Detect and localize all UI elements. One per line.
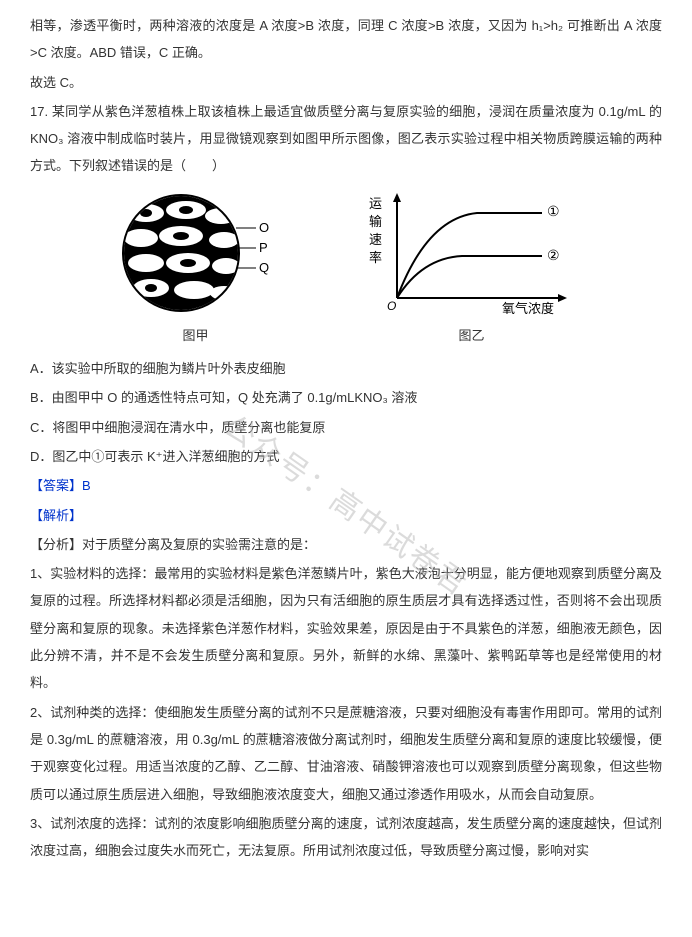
- analysis-3: 3、试剂浓度的选择：试剂的浓度影响细胞质壁分离的速度，试剂浓度越高，发生质壁分离…: [30, 810, 662, 865]
- answer-line: 【答案】B: [30, 472, 662, 499]
- option-b: B．由图甲中 O 的通透性特点可知，Q 处充满了 0.1g/mLKNO₃ 溶液: [30, 384, 662, 411]
- option-c: C．将图甲中细胞浸润在清水中，质壁分离也能复原: [30, 414, 662, 441]
- figure-b: 运 输 速 率 O 氧气浓度 ① ② 图乙: [367, 188, 577, 349]
- answer-value: B: [82, 478, 91, 493]
- x-axis-label: 氧气浓度: [502, 301, 554, 316]
- question-stem: 17. 某同学从紫色洋葱植株上取该植株上最适宜做质壁分离与复原实验的细胞，浸润在…: [30, 98, 662, 180]
- origin-label: O: [387, 299, 396, 313]
- curve-2: [397, 256, 542, 298]
- paragraph: 相等，渗透平衡时，两种溶液的浓度是 A 浓度>B 浓度，同理 C 浓度>B 浓度…: [30, 12, 662, 67]
- label-q: Q: [259, 260, 269, 275]
- label-o: O: [259, 220, 269, 235]
- y-axis-label: 运: [369, 196, 382, 211]
- analysis-2: 2、试剂种类的选择：使细胞发生质壁分离的试剂不只是蔗糖溶液，只要对细胞没有毒害作…: [30, 699, 662, 808]
- option-d: D．图乙中①可表示 K⁺进入洋葱细胞的方式: [30, 443, 662, 470]
- figure-a: O P Q 图甲: [116, 188, 276, 349]
- figure-row: O P Q 图甲 运 输 速 率 O 氧气浓度 ① ② 图乙: [70, 188, 622, 349]
- svg-text:率: 率: [369, 250, 382, 265]
- option-a: A．该实验中所取的细胞为鳞片叶外表皮细胞: [30, 355, 662, 382]
- figure-b-caption: 图乙: [458, 322, 484, 349]
- answer-label: 【答案】: [30, 478, 82, 493]
- figure-a-caption: 图甲: [182, 322, 208, 349]
- analysis-intro: 【分析】对于质壁分离及复原的实验需注意的是：: [30, 531, 662, 558]
- figure-b-svg: 运 输 速 率 O 氧气浓度 ① ②: [367, 188, 577, 318]
- curve-1-label: ①: [547, 203, 560, 219]
- figure-a-svg: O P Q: [116, 188, 276, 318]
- paragraph: 故选 C。: [30, 69, 662, 96]
- curve-2-label: ②: [547, 247, 560, 263]
- label-p: P: [259, 240, 268, 255]
- analysis-1: 1、实验材料的选择：最常用的实验材料是紫色洋葱鳞片叶，紫色大液泡十分明显，能方便…: [30, 560, 662, 696]
- svg-text:速: 速: [369, 232, 382, 247]
- svg-text:输: 输: [369, 214, 382, 229]
- analysis-label: 【解析】: [30, 502, 662, 529]
